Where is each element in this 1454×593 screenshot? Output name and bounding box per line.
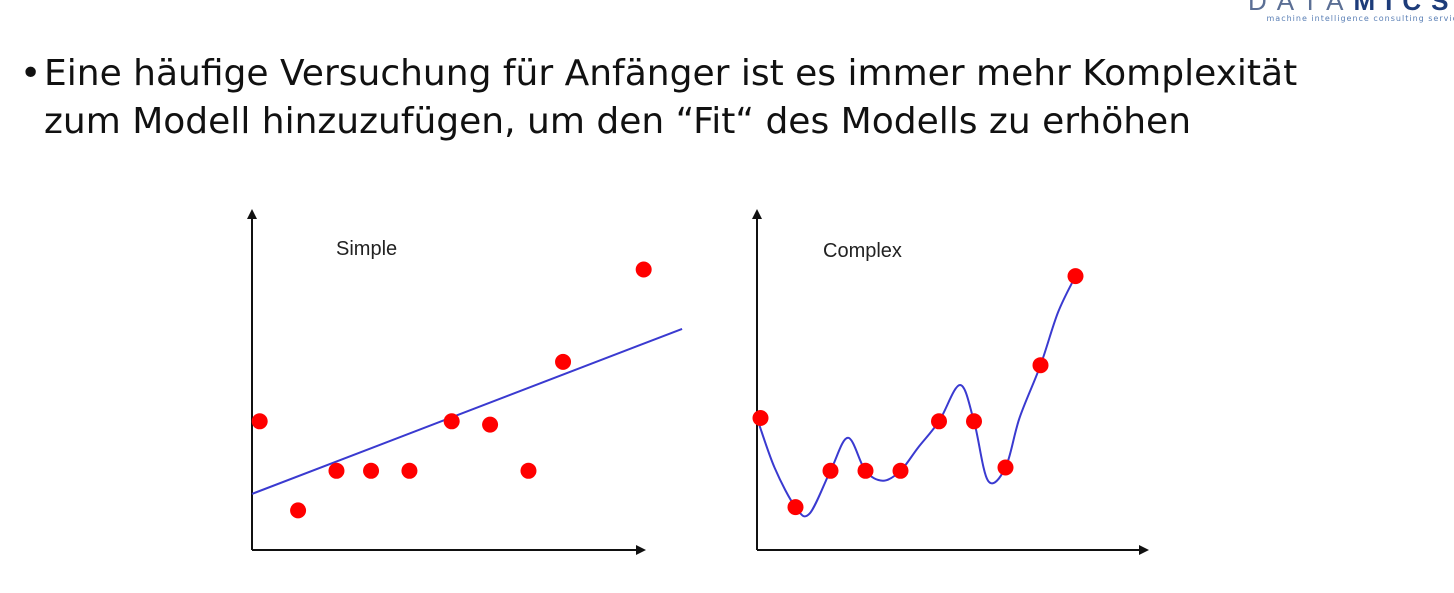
simple-chart-title: Simple (336, 238, 397, 260)
complex-data-point-10 (1067, 268, 1084, 285)
complex-data-point-3 (822, 462, 839, 479)
simple-data-point-8 (520, 462, 537, 479)
complex-fit-curve (756, 275, 1077, 518)
complex-x-axis-arrow (1139, 545, 1149, 555)
simple-data-point-1 (251, 413, 268, 430)
logo-wordmark: DATAMICS (1248, 0, 1454, 16)
simple-data-point-9 (555, 353, 572, 370)
complex-data-point-8 (997, 459, 1014, 476)
complex-chart-title: Complex (823, 240, 902, 262)
simple-data-point-3 (328, 462, 345, 479)
simple-x-axis-arrow (636, 545, 646, 555)
complex-data-point-5 (892, 462, 909, 479)
bullet-line-2: zum Modell hinzuzufügen, um den “Fit“ de… (44, 101, 1192, 142)
simple-data-point-2 (290, 502, 307, 519)
bullet-text: Eine häufige Versuchung für Anfänger ist… (44, 50, 1400, 146)
simple-data-point-10 (635, 261, 652, 278)
complex-data-point-4 (857, 462, 874, 479)
simple-model-chart: Simple (247, 209, 683, 555)
complex-data-point-7 (966, 413, 982, 430)
bullet-point: • Eine häufige Versuchung für Anfänger i… (20, 50, 1400, 146)
complex-data-point-6 (931, 413, 947, 430)
complex-data-point-1 (752, 410, 769, 426)
datamics-logo: DATAMICS machine intelligence consulting… (1248, 0, 1454, 26)
simple-data-point-6 (443, 413, 460, 430)
simple-fit-line (251, 327, 683, 495)
simple-data-point-4 (363, 462, 380, 479)
complex-data-point-9 (1032, 357, 1049, 374)
logo-tagline: machine intelligence consulting servic (1266, 14, 1454, 23)
bullet-icon: • (20, 53, 42, 94)
simple-data-point-5 (401, 462, 418, 479)
simple-y-axis-arrow (247, 209, 257, 219)
complex-data-point-2 (787, 499, 804, 516)
bullet-line-1: Eine häufige Versuchung für Anfänger ist… (44, 53, 1298, 94)
complex-model-chart: Complex (752, 209, 1149, 555)
complex-y-axis-arrow (752, 209, 762, 219)
simple-data-point-7 (482, 416, 499, 433)
